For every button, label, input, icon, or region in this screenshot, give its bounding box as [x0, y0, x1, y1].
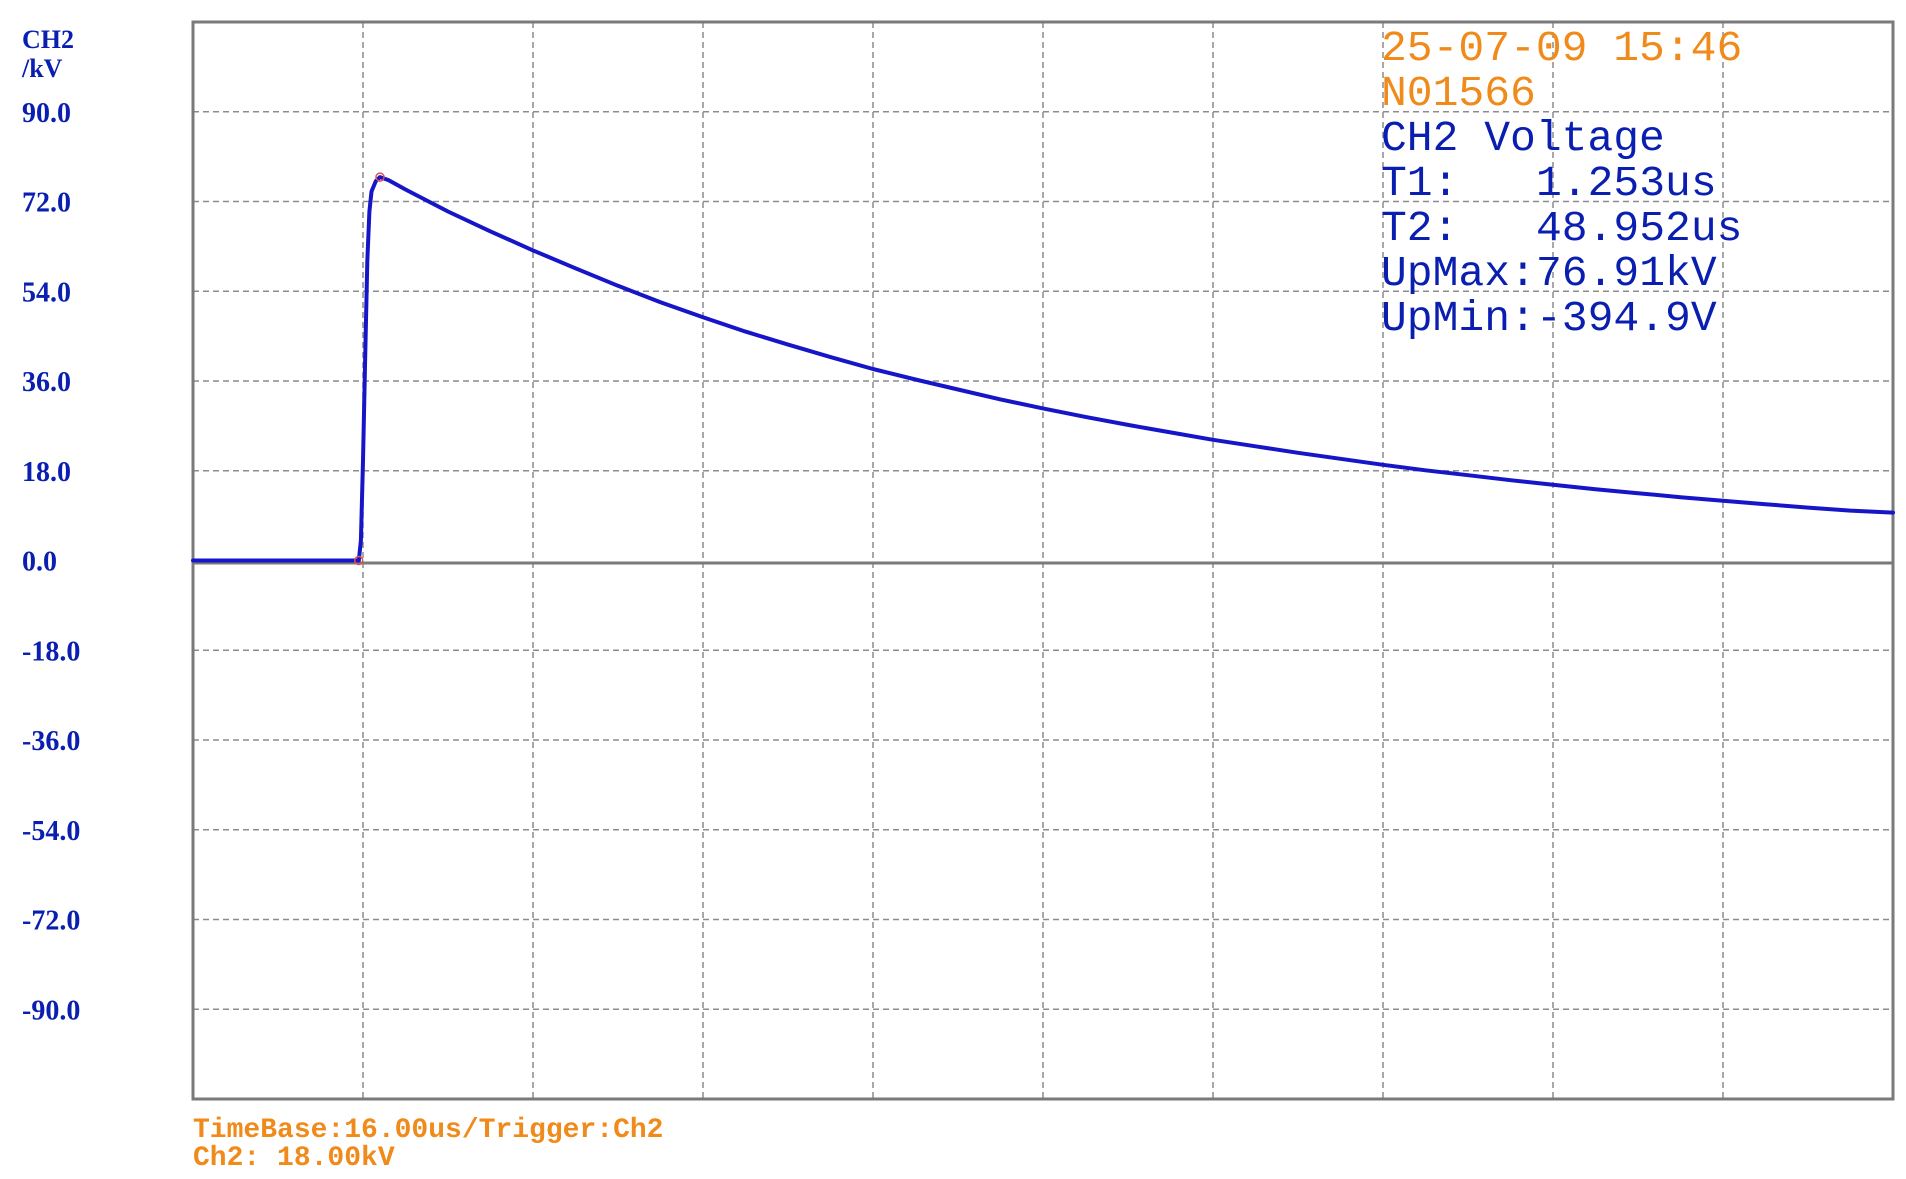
timebase-readout: TimeBase:16.00us/Trigger:Ch2 — [193, 1115, 663, 1146]
y-tick-label: 18.0 — [22, 457, 71, 488]
y-tick-label: -72.0 — [22, 906, 80, 937]
y-tick-label: -18.0 — [22, 636, 80, 667]
upmin-label: UpMin: — [1381, 294, 1536, 343]
datetime-readout: 25-07-09 15:46 — [1381, 24, 1742, 73]
upmax-label: UpMax: — [1381, 249, 1536, 298]
channel-title: CH2 Voltage — [1381, 114, 1665, 163]
y-tick-label: -54.0 — [22, 816, 80, 847]
measurement-marker — [375, 172, 385, 182]
info-panel: 25-07-09 15:46 N01566 CH2 Voltage T1: 1.… — [1381, 24, 1742, 343]
footer-readout: TimeBase:16.00us/Trigger:Ch2 Ch2: 18.00k… — [193, 1115, 663, 1174]
y-tick-label: -90.0 — [22, 995, 80, 1026]
t1-value: 1.253us — [1536, 159, 1717, 208]
y-tick-label: 72.0 — [22, 188, 71, 219]
measurement-markers — [354, 172, 385, 566]
t2-label: T2: — [1381, 204, 1458, 253]
y-tick-label: 54.0 — [22, 277, 71, 308]
upmax-value: 76.91kV — [1536, 249, 1717, 298]
record-id: N01566 — [1381, 69, 1536, 118]
measurement-marker — [354, 555, 364, 566]
y-tick-label: 0.0 — [22, 547, 57, 578]
t1-label: T1: — [1381, 159, 1458, 208]
t2-value: 48.952us — [1536, 204, 1742, 253]
grid — [193, 22, 1893, 1099]
unit-label: /kV — [21, 54, 63, 83]
y-tick-label: -36.0 — [22, 726, 80, 757]
y-axis-tick-labels: 90.0 72.0 54.0 36.0 18.0 0.0 -18.0 -36.0 -54.0 -7… — [22, 98, 80, 1027]
ch2-voltage-trace — [191, 175, 1895, 563]
y-tick-label: 90.0 — [22, 98, 71, 129]
y-tick-label: 36.0 — [22, 367, 71, 398]
upmin-value: -394.9V — [1536, 294, 1717, 343]
ch2-scale-readout: Ch2: 18.00kV — [193, 1143, 395, 1174]
channel-label: CH2 — [22, 25, 74, 54]
